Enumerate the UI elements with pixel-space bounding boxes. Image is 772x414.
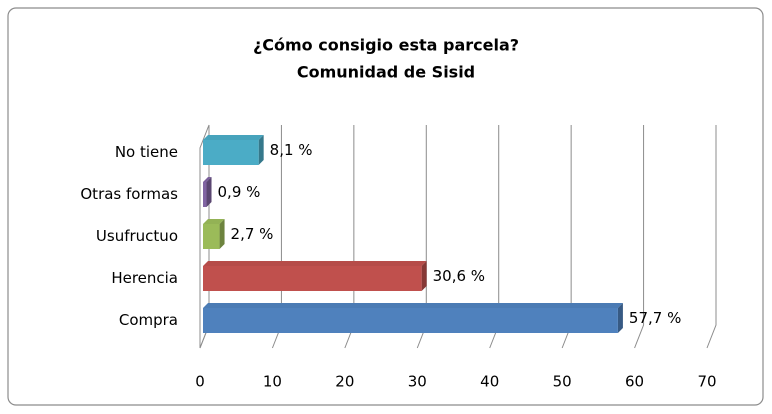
bar xyxy=(203,182,207,207)
bar-side xyxy=(206,177,212,207)
value-label: 0,9 % xyxy=(218,183,261,201)
x-tick-label: 70 xyxy=(697,373,716,391)
bar-side xyxy=(258,135,264,165)
chart-subtitle: Comunidad de Sisid xyxy=(297,63,475,82)
bar-side xyxy=(617,303,623,333)
value-label: 57,7 % xyxy=(629,309,681,327)
category-label: No tiene xyxy=(115,143,178,161)
x-tick-label: 50 xyxy=(553,373,572,391)
bar-top xyxy=(203,177,212,182)
bar xyxy=(203,308,618,333)
bar-top xyxy=(203,261,427,266)
value-label: 30,6 % xyxy=(433,267,485,285)
x-tick-label: 20 xyxy=(335,373,354,391)
bar-side xyxy=(421,261,427,291)
category-label: Herencia xyxy=(111,269,178,287)
bar-top xyxy=(203,303,623,308)
bar xyxy=(203,140,259,165)
chart-title: ¿Cómo consigio esta parcela? xyxy=(253,36,519,55)
grid-line xyxy=(706,125,717,349)
bar-side xyxy=(219,219,225,249)
bar xyxy=(203,224,220,249)
bar-top xyxy=(203,219,225,224)
value-label: 8,1 % xyxy=(270,141,313,159)
value-label: 2,7 % xyxy=(231,225,274,243)
bar-top xyxy=(203,135,264,140)
category-label: Compra xyxy=(119,311,178,329)
x-tick-label: 10 xyxy=(263,373,282,391)
x-tick-label: 30 xyxy=(408,373,427,391)
x-tick-label: 40 xyxy=(480,373,499,391)
x-tick-label: 60 xyxy=(625,373,644,391)
category-label: Usufructuo xyxy=(96,227,178,245)
grid-line xyxy=(634,125,645,349)
category-label: Otras formas xyxy=(80,185,178,203)
x-tick-label: 0 xyxy=(195,373,205,391)
bar xyxy=(203,266,422,291)
